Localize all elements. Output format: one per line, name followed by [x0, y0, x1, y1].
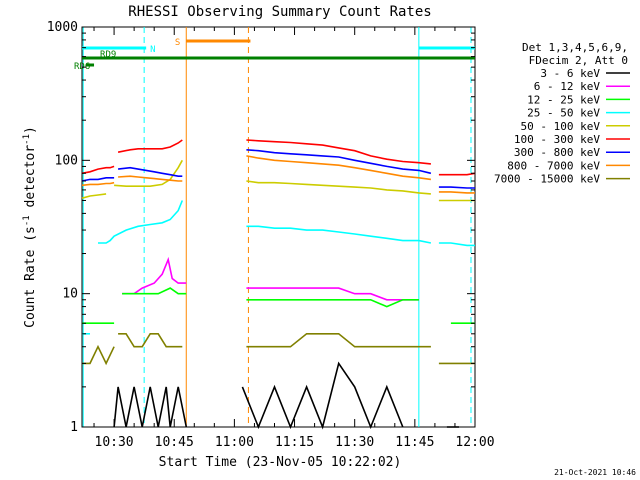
series-50-100-kev	[81, 159, 475, 202]
legend-label-300-800-kev: 300 - 800 keV	[514, 146, 600, 159]
axes: 10:30 10:45 11:00 11:15 11:30 11:45 12:00 1 10 10…	[47, 20, 495, 450]
series-3-6-kev-segment-1	[241, 361, 404, 430]
series-7000-15000-kev-segment-1	[118, 332, 183, 348]
legend: Det 1,3,4,5,6,9, FDecim 2, Att 0 3 - 6 k…	[494, 41, 630, 186]
series-3-6-kev	[113, 361, 459, 430]
series-800-7000-kev-segment-2	[246, 155, 432, 181]
generation-timestamp: 21-Oct-2021 10:46	[554, 468, 636, 477]
y-axis-label: Count Rate (s-1 detector-1)	[22, 126, 38, 328]
series-25-50-kev-segment-1	[98, 200, 184, 244]
series-6-12-kev	[122, 256, 419, 301]
series-25-50-kev-segment-2	[246, 225, 432, 244]
series-layer	[81, 139, 476, 430]
series-7000-15000-kev-segment-0	[82, 344, 115, 366]
legend-label-3-6-kev: 3 - 6 keV	[540, 67, 600, 80]
series-50-100-kev-segment-0	[81, 193, 107, 199]
x-tick-label-30: 10:30	[95, 435, 134, 450]
chart-title: RHESSI Observing Summary Count Rates	[128, 4, 431, 20]
series-6-12-kev-segment-0	[122, 256, 187, 295]
series-800-7000-kev	[81, 155, 475, 194]
series-100-300-kev-segment-0	[81, 165, 115, 175]
legend-label-25-50-kev: 25 - 50 keV	[527, 107, 600, 120]
series-800-7000-kev-segment-0	[81, 181, 115, 187]
series-300-800-kev-segment-0	[81, 177, 115, 182]
series-800-7000-kev-segment-1	[118, 175, 183, 182]
series-7000-15000-kev-segment-2	[246, 332, 431, 348]
x-tick-label-60: 11:00	[215, 435, 254, 450]
y-tick-label-1000: 1000	[47, 20, 78, 35]
series-6-12-kev-segment-1	[246, 287, 419, 301]
series-50-100-kev-segment-2	[246, 180, 431, 195]
legend-header-detectors: Det 1,3,4,5,6,9,	[522, 41, 628, 54]
plot-frame	[81, 26, 476, 428]
series-300-800-kev	[81, 149, 475, 189]
legend-header-decimation: FDecim 2, Att 0	[529, 54, 628, 67]
series-300-800-kev-segment-1	[118, 166, 183, 177]
series-300-800-kev-segment-2	[246, 149, 432, 175]
series-100-300-kev-segment-3	[438, 172, 476, 176]
x-tick-label-105: 11:45	[395, 435, 434, 450]
series-25-50-kev	[82, 200, 475, 335]
series-3-6-kev-segment-0	[113, 386, 188, 428]
series-25-50-kev-segment-3	[438, 242, 475, 247]
state-bar-label-rd9: RD9	[100, 50, 116, 60]
x-tick-label-75: 11:15	[275, 435, 314, 450]
series-300-800-kev-segment-3	[438, 186, 475, 189]
legend-label-12-25-kev: 12 - 25 keV	[527, 93, 600, 106]
series-100-300-kev-segment-1	[117, 139, 183, 153]
y-tick-label-100: 100	[55, 153, 78, 168]
state-bar-label-n: N	[150, 45, 155, 55]
state-bar-label-s: S	[175, 38, 180, 48]
vertical-marker-lines	[82, 27, 472, 427]
series-50-100-kev-segment-1	[114, 159, 183, 187]
legend-label-7000-15000-kev: 7000 - 15000 keV	[494, 173, 600, 186]
series-12-25-kev-segment-2	[246, 298, 419, 308]
series-100-300-kev	[81, 139, 476, 176]
series-12-25-kev-segment-1	[122, 287, 187, 295]
x-tick-label-120: 12:00	[455, 435, 494, 450]
legend-label-100-300-kev: 100 - 300 keV	[514, 133, 600, 146]
legend-label-800-7000-kev: 800 - 7000 keV	[507, 159, 600, 172]
y-tick-label-10: 10	[62, 287, 78, 302]
x-tick-label-45: 10:45	[155, 435, 194, 450]
series-100-300-kev-segment-2	[246, 139, 431, 165]
legend-label-6-12-kev: 6 - 12 keV	[534, 80, 601, 93]
legend-label-50-100-kev: 50 - 100 keV	[521, 120, 601, 133]
series-12-25-kev	[82, 287, 475, 325]
series-800-7000-kev-segment-3	[438, 191, 475, 194]
x-tick-label-90: 11:30	[335, 435, 374, 450]
y-tick-label-1: 1	[70, 420, 78, 435]
series-7000-15000-kev	[82, 332, 475, 366]
x-axis-label: Start Time (23-Nov-05 10:22:02)	[159, 455, 402, 470]
